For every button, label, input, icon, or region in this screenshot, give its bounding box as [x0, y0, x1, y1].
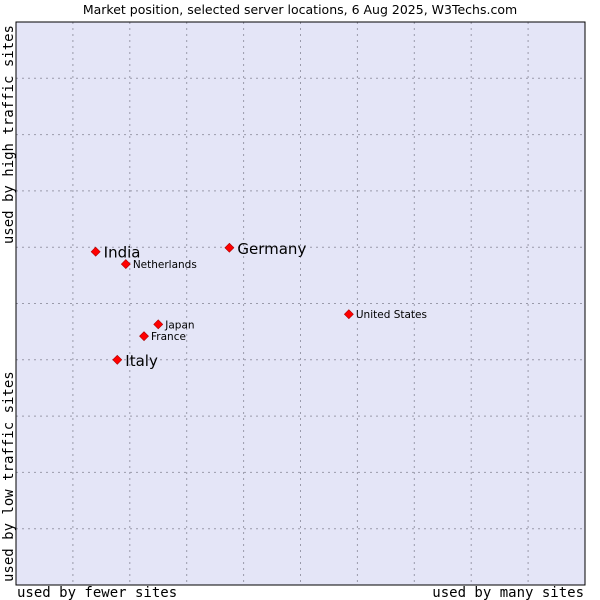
point-france: France: [139, 331, 186, 343]
x-axis-label-left: used by fewer sites: [17, 585, 177, 600]
marker-italy: [112, 354, 123, 365]
label-netherlands: Netherlands: [133, 259, 197, 271]
point-netherlands: Netherlands: [120, 259, 197, 271]
label-germany: Germany: [237, 240, 306, 258]
y-axis-label-bottom: used by low traffic sites: [1, 371, 17, 582]
marker-japan: [153, 319, 164, 330]
plot-border: [15, 21, 586, 586]
label-united-states: United States: [356, 309, 427, 321]
y-axis-label-top: used by high traffic sites: [1, 25, 17, 244]
data-points: India Germany Netherlands United States Japa…: [90, 240, 427, 370]
point-india: India: [90, 244, 141, 262]
marker-india: [90, 246, 101, 257]
x-axis-label-right: used by many sites: [432, 585, 584, 600]
point-united-states: United States: [343, 309, 427, 321]
marker-netherlands: [120, 259, 131, 270]
marker-germany: [224, 242, 235, 253]
label-india: India: [104, 244, 141, 262]
marker-france: [139, 331, 149, 342]
point-italy: Italy: [112, 352, 158, 370]
label-italy: Italy: [125, 352, 158, 370]
marker-united-states: [343, 309, 354, 320]
label-france: France: [151, 331, 186, 343]
grid-lines: [16, 22, 585, 585]
point-japan: Japan: [153, 319, 195, 331]
label-japan: Japan: [164, 319, 194, 331]
chart-title: Market position, selected server locatio…: [83, 2, 517, 17]
point-germany: Germany: [224, 240, 306, 258]
